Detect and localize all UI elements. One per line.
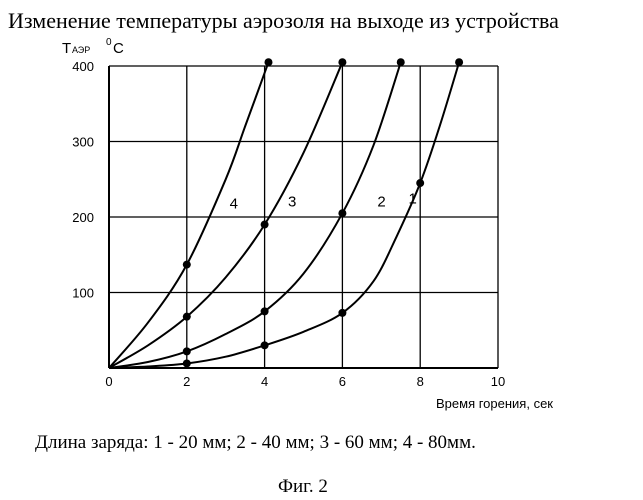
series-line-4 — [109, 62, 269, 368]
data-point-series-2-1 — [183, 347, 191, 355]
data-point-series-1-2 — [261, 341, 269, 349]
x-tick-label-8: 8 — [417, 374, 424, 389]
series-labels: 1 2 3 4 — [230, 190, 417, 212]
y-tick-label-300: 300 — [72, 135, 94, 150]
series-line-2 — [109, 62, 401, 368]
x-tick-label-10: 10 — [491, 374, 505, 389]
data-point-series-1-1 — [183, 359, 191, 367]
figure-label: Фиг. 2 — [278, 476, 328, 497]
series-label-3: 3 — [288, 193, 296, 210]
series-line-3 — [109, 62, 342, 368]
data-point-series-2-2 — [261, 307, 269, 315]
series-line-1 — [109, 62, 459, 368]
series-label-1: 1 — [409, 190, 417, 207]
data-point-series-3-2 — [261, 221, 269, 229]
data-point-series-4-2 — [264, 58, 272, 66]
data-point-series-2-4 — [397, 58, 405, 66]
y-axis-label: Т АЭР 0 С — [62, 37, 124, 57]
y-tick-label-100: 100 — [72, 286, 94, 301]
x-tick-label-6: 6 — [339, 374, 346, 389]
y-axis-label-unit: С — [113, 40, 124, 57]
series-label-2: 2 — [377, 193, 385, 210]
x-tick-label-4: 4 — [261, 374, 268, 389]
y-axis-label-sup: 0 — [106, 37, 112, 48]
series-lines — [109, 62, 459, 368]
tick-labels: 0 2 4 6 8 10 100 200 300 400 — [72, 59, 505, 389]
data-point-series-2-3 — [338, 209, 346, 217]
data-point-series-1-3 — [338, 309, 346, 317]
y-tick-label-200: 200 — [72, 210, 94, 225]
x-tick-label-2: 2 — [183, 374, 190, 389]
data-point-series-1-5 — [455, 58, 463, 66]
x-tick-label-0: 0 — [105, 374, 112, 389]
y-tick-label-400: 400 — [72, 59, 94, 74]
y-axis-label-sub: АЭР — [72, 45, 90, 55]
data-point-series-3-3 — [338, 58, 346, 66]
chart-title: Изменение температуры аэрозоля на выходе… — [8, 8, 559, 33]
data-points — [183, 58, 463, 367]
caption: Длина заряда: 1 - 20 мм; 2 - 40 мм; 3 - … — [35, 432, 476, 453]
data-point-series-1-4 — [416, 179, 424, 187]
grid — [109, 66, 498, 368]
data-point-series-3-1 — [183, 313, 191, 321]
x-axis-label: Время горения, сек — [436, 396, 553, 411]
series-label-4: 4 — [230, 196, 238, 213]
data-point-series-4-1 — [183, 261, 191, 269]
y-axis-label-main: Т — [62, 40, 71, 57]
